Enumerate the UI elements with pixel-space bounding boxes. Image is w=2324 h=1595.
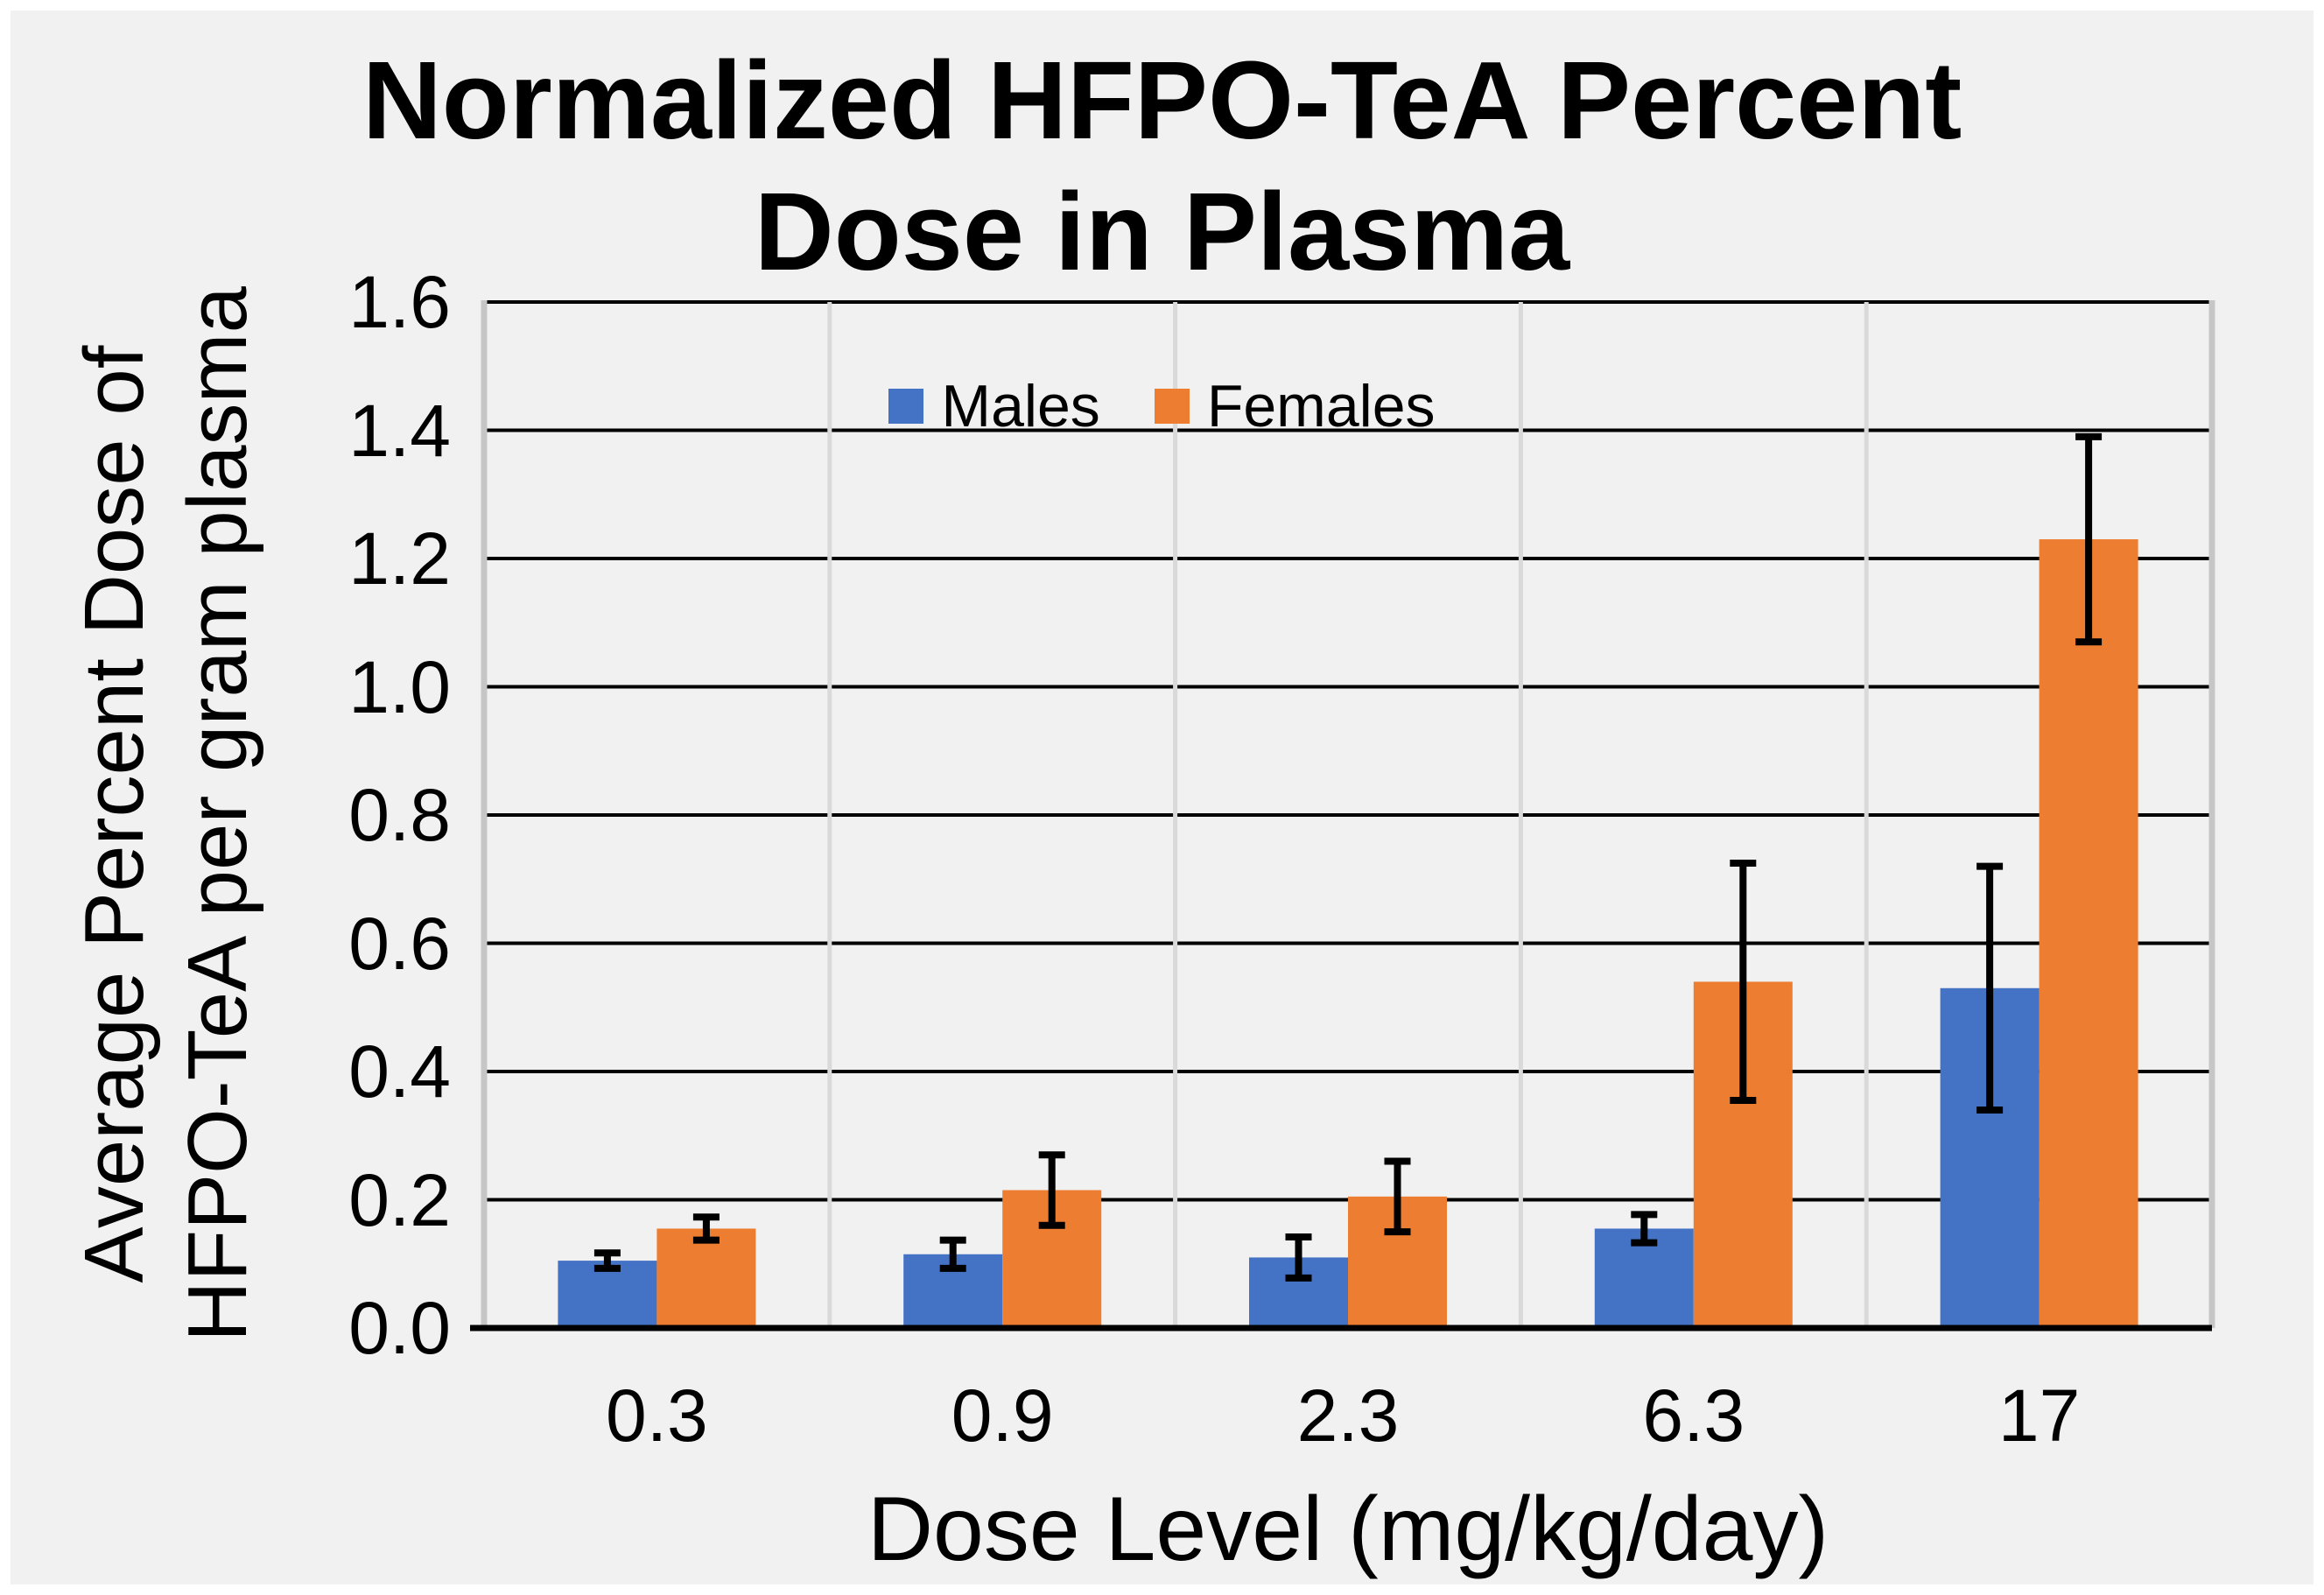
males-swatch-icon bbox=[888, 389, 924, 424]
y-tick-label: 0.2 bbox=[348, 1158, 451, 1241]
x-tick-label: 0.3 bbox=[606, 1374, 708, 1457]
y-tick-label: 0.4 bbox=[348, 1030, 451, 1113]
error-bar-males-2.3 bbox=[1285, 1233, 1312, 1282]
y-tick-label: 1.0 bbox=[348, 645, 451, 728]
error-bar-females-17 bbox=[2075, 432, 2103, 646]
y-tick-label: 0.8 bbox=[348, 774, 451, 856]
y-tick-label: 0.6 bbox=[348, 902, 451, 985]
error-bar-males-6.3 bbox=[1631, 1211, 1658, 1247]
chart-title-line2: Dose in Plasma bbox=[754, 170, 1570, 293]
chart-title: Normalized HFPO-TeA Percent Dose in Plas… bbox=[0, 35, 2324, 298]
x-axis-title: Dose Level (mg/kg/day) bbox=[867, 1479, 1829, 1580]
error-bar-females-0.9 bbox=[1038, 1151, 1065, 1229]
bar-males-0.3 bbox=[558, 1261, 657, 1328]
x-tick-label: 0.9 bbox=[951, 1374, 1054, 1457]
error-bar-females-0.3 bbox=[692, 1213, 720, 1244]
legend-label-males: Males bbox=[941, 373, 1100, 439]
x-tick-label: 6.3 bbox=[1642, 1374, 1745, 1457]
error-bar-males-17 bbox=[1976, 862, 2004, 1114]
error-bar-females-6.3 bbox=[1730, 859, 1757, 1104]
error-bar-males-0.9 bbox=[939, 1236, 966, 1272]
x-tick-label: 2.3 bbox=[1296, 1374, 1400, 1457]
bar-females-17 bbox=[2039, 539, 2138, 1328]
bar-females-0.3 bbox=[656, 1228, 756, 1328]
error-bar-females-2.3 bbox=[1384, 1157, 1411, 1236]
error-bar-males-0.3 bbox=[593, 1249, 621, 1272]
legend-item-females: Females bbox=[1154, 372, 1436, 440]
y-tick-label: 1.6 bbox=[348, 261, 451, 343]
legend: Males Females bbox=[0, 372, 2324, 440]
chart-surface bbox=[11, 11, 2313, 1584]
x-tick-label: 17 bbox=[1998, 1374, 2081, 1457]
legend-item-males: Males bbox=[888, 372, 1100, 440]
legend-label-females: Females bbox=[1206, 373, 1436, 439]
y-tick-label: 1.2 bbox=[348, 517, 451, 600]
y-tick-label: 0.0 bbox=[348, 1287, 451, 1369]
y-tick-label: 1.4 bbox=[348, 389, 451, 472]
females-swatch-icon bbox=[1154, 389, 1190, 424]
chart-title-line1: Normalized HFPO-TeA Percent bbox=[362, 39, 1962, 162]
